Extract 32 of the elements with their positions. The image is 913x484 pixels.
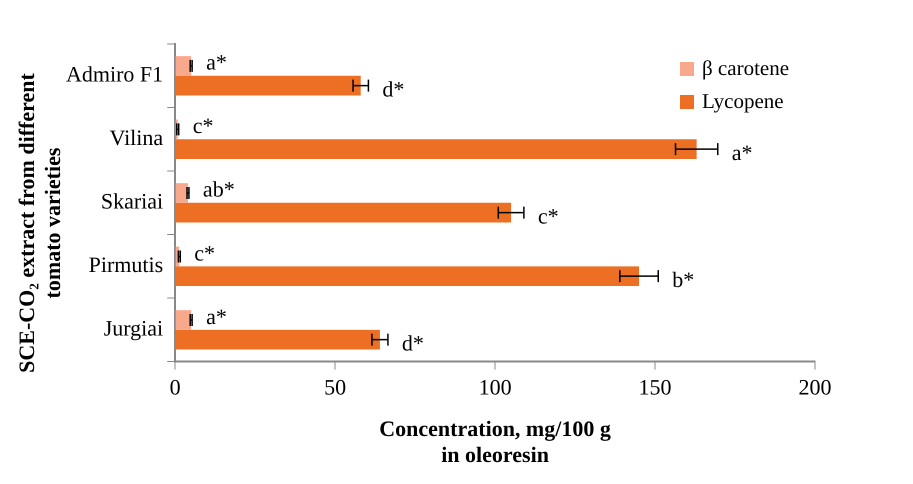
y-tick-label: Jurgiai bbox=[104, 316, 164, 341]
x-tick-label: 100 bbox=[478, 374, 512, 400]
legend-label: Lycopene bbox=[702, 89, 784, 114]
bar bbox=[176, 266, 640, 286]
data-label: c* bbox=[192, 113, 214, 138]
data-label: a* bbox=[732, 140, 753, 165]
y-tick-label: Vilina bbox=[110, 125, 164, 150]
y-tick-label: Admiro F1 bbox=[66, 62, 164, 87]
data-label: b* bbox=[672, 266, 694, 292]
data-label: a* bbox=[206, 304, 227, 329]
data-label: d* bbox=[382, 76, 404, 102]
y-tick-label: Skariai bbox=[100, 188, 164, 214]
data-label: a* bbox=[206, 50, 227, 75]
bar bbox=[176, 183, 188, 203]
bar bbox=[176, 76, 361, 96]
y-axis-title: SCE-CO₂ extract from different tomato varieties bbox=[14, 72, 66, 375]
x-tick-label: 200 bbox=[798, 374, 832, 400]
data-label: c* bbox=[538, 203, 559, 228]
data-label: ab* bbox=[202, 176, 235, 202]
bar bbox=[176, 330, 380, 350]
bar bbox=[176, 139, 697, 159]
bar bbox=[176, 202, 512, 222]
data-label: c* bbox=[194, 240, 216, 266]
x-axis-title: Concentration, mg/100 g in oleoresin bbox=[378, 416, 612, 468]
x-tick-label: 50 bbox=[324, 374, 346, 400]
x-tick-label: 150 bbox=[638, 374, 672, 400]
legend-label: β carotene bbox=[702, 56, 790, 81]
bar bbox=[176, 56, 192, 76]
y-tick-label: Pirmutis bbox=[88, 252, 164, 278]
data-label: d* bbox=[402, 330, 424, 356]
x-tick-label: 0 bbox=[170, 374, 181, 400]
bar bbox=[176, 310, 192, 330]
